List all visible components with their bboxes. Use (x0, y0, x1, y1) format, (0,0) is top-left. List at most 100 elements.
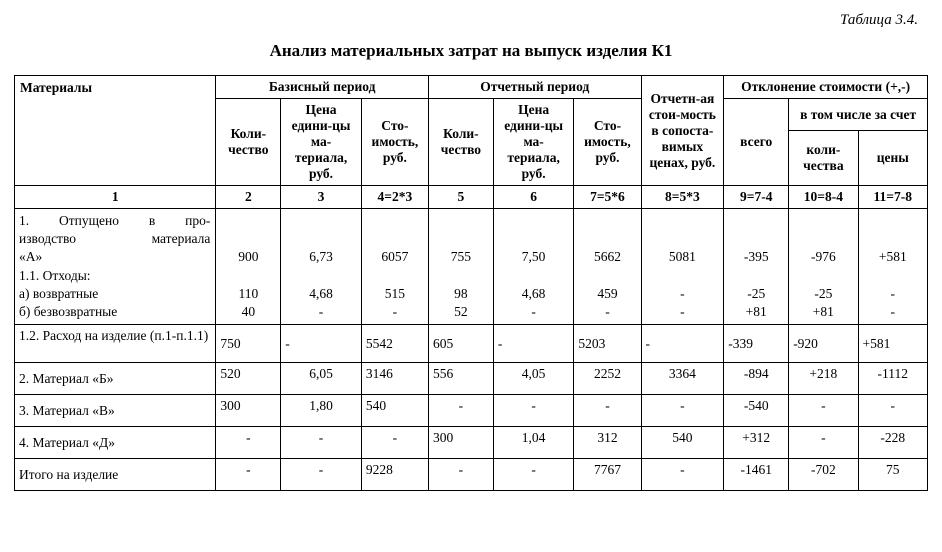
table-row: 1.2. Расход на изделие (п.1-п.1.1) 750 -… (15, 325, 928, 363)
header-report-period: Отчетный период (428, 76, 641, 99)
cell: 750 (216, 325, 281, 363)
cell: -1112 (858, 363, 927, 395)
cell: 1,04 (493, 427, 574, 459)
cell: 900 110 40 (216, 209, 281, 325)
r1-priceBase3: - (286, 303, 356, 321)
r1-dev1: -395 (729, 248, 783, 266)
r1-priceRep1: 7,50 (499, 248, 569, 266)
table-title: Анализ материальных затрат на выпуск изд… (14, 41, 928, 61)
table-row: 4. Материал «Д» - - - 300 1,04 312 540 +… (15, 427, 928, 459)
cell: - (574, 395, 641, 427)
table-row: 3. Материал «В» 300 1,80 540 - - - - -54… (15, 395, 928, 427)
cell: - (789, 427, 858, 459)
r1-dev3: +81 (729, 303, 783, 321)
cell: - (216, 427, 281, 459)
cell: 3364 (641, 363, 724, 395)
colnum-4: 4=2*3 (361, 186, 428, 209)
r1-priceRep2: 4,68 (499, 285, 569, 303)
cell: 6,05 (281, 363, 362, 395)
table-number-label: Таблица 3.4. (14, 12, 928, 29)
row1-label-line3: «А» (19, 248, 210, 266)
table-row: Итого на изделие - - 9228 - - 7767 - -14… (15, 459, 928, 491)
cell: 556 (428, 363, 493, 395)
colnum-9: 9=7-4 (724, 186, 789, 209)
r1-comp3: - (647, 303, 719, 321)
cell: -920 (789, 325, 858, 363)
row-label: Итого на изделие (15, 459, 216, 491)
colnum-7: 7=5*6 (574, 186, 641, 209)
cell: 540 (641, 427, 724, 459)
column-number-row: 1 2 3 4=2*3 5 6 7=5*6 8=5*3 9=7-4 10=8-4… (15, 186, 928, 209)
cell: - (789, 395, 858, 427)
r1-costRep3: - (579, 303, 635, 321)
r1-qtyRep3: 52 (434, 303, 488, 321)
r1-qtyRep2: 98 (434, 285, 488, 303)
row1-label-line2: изводство материала (19, 230, 210, 248)
row1-label-line1: 1. Отпущено в про- (19, 212, 210, 230)
cell: -540 (724, 395, 789, 427)
cell: -395 -25 +81 (724, 209, 789, 325)
r1-priceBase2: 4,68 (286, 285, 356, 303)
r1-costBase3: - (367, 303, 423, 321)
cell: - (493, 459, 574, 491)
cell: - (858, 395, 927, 427)
cell: 5542 (361, 325, 428, 363)
r1-devQty3: +81 (794, 303, 852, 321)
r1-devQty1: -976 (794, 248, 852, 266)
header-base-period: Базисный период (216, 76, 429, 99)
cell: 4,05 (493, 363, 574, 395)
cell: 6,73 4,68 - (281, 209, 362, 325)
header-rep-unit-price: Цена едини-цы ма-териала, руб. (493, 99, 574, 186)
header-report-cost-comparable: Отчетн-ая стои-мость в сопоста-вимых цен… (641, 76, 724, 186)
cell: - (281, 325, 362, 363)
cell: 5081 - - (641, 209, 724, 325)
cell: 5662 459 - (574, 209, 641, 325)
header-dev-total: всего (724, 99, 789, 186)
cell: -339 (724, 325, 789, 363)
cell: 7,50 4,68 - (493, 209, 574, 325)
cell: +581 - - (858, 209, 927, 325)
cell: -228 (858, 427, 927, 459)
colnum-8: 8=5*3 (641, 186, 724, 209)
r1-costBase1: 6057 (367, 248, 423, 266)
cell: - (641, 395, 724, 427)
cell: 7767 (574, 459, 641, 491)
cell: - (493, 325, 574, 363)
r1-qtyBase3: 40 (221, 303, 275, 321)
cell: - (361, 427, 428, 459)
materials-analysis-table: Материалы Базисный период Отчетный перио… (14, 75, 928, 491)
cell: - (281, 427, 362, 459)
header-base-unit-price: Цена едини-цы ма-териала, руб. (281, 99, 362, 186)
cell: - (281, 459, 362, 491)
r1-devPrice1: +581 (864, 248, 922, 266)
cell: +581 (858, 325, 927, 363)
cell: - (641, 459, 724, 491)
cell: -702 (789, 459, 858, 491)
r1-devQty2: -25 (794, 285, 852, 303)
cell: -1461 (724, 459, 789, 491)
colnum-1: 1 (15, 186, 216, 209)
cell: +312 (724, 427, 789, 459)
colnum-5: 5 (428, 186, 493, 209)
cell: 300 (428, 427, 493, 459)
r1-dev2: -25 (729, 285, 783, 303)
cell: - (428, 459, 493, 491)
colnum-3: 3 (281, 186, 362, 209)
cell: 312 (574, 427, 641, 459)
r1-devPrice3: - (864, 303, 922, 321)
colnum-6: 6 (493, 186, 574, 209)
header-base-cost: Сто-имость, руб. (361, 99, 428, 186)
row1-label-line5: а) возвратные (19, 285, 210, 303)
cell: +218 (789, 363, 858, 395)
header-rep-qty: Коли-чество (428, 99, 493, 186)
cell: 605 (428, 325, 493, 363)
header-dev-qty: коли-чества (789, 131, 858, 186)
r1-comp1: 5081 (647, 248, 719, 266)
colnum-2: 2 (216, 186, 281, 209)
row1-label-line6: б) безвозвратные (19, 303, 210, 321)
row1-label: 1. Отпущено в про- изводство материала «… (15, 209, 216, 325)
cell: - (216, 459, 281, 491)
cell: 75 (858, 459, 927, 491)
cell: 6057 515 - (361, 209, 428, 325)
table-row: 1. Отпущено в про- изводство материала «… (15, 209, 928, 325)
